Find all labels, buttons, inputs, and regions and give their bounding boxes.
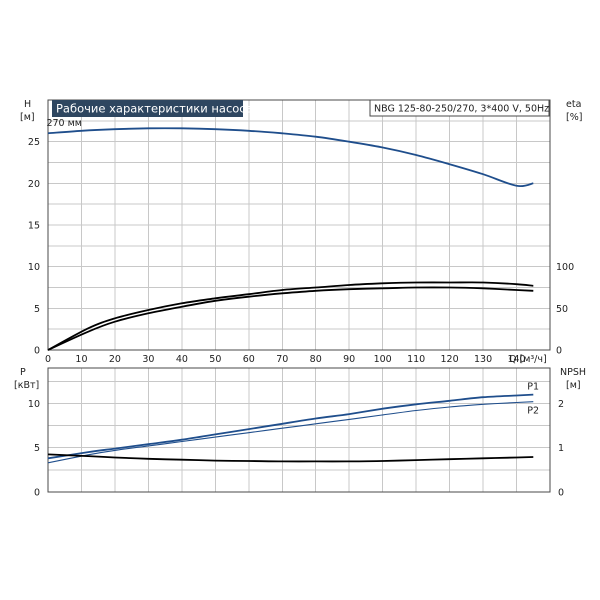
top-panel-frame bbox=[47, 99, 551, 351]
x-tick-label: 0 bbox=[45, 354, 51, 365]
y-right-label-top: eta bbox=[566, 99, 581, 110]
pump-model-box bbox=[369, 99, 550, 117]
y-left-tick-label: 10 bbox=[28, 262, 40, 273]
x-tick-label: 30 bbox=[142, 354, 154, 365]
y-left-tick-label: 15 bbox=[28, 221, 40, 232]
x-tick-label: 60 bbox=[243, 354, 255, 365]
power-curve-p2 bbox=[47, 401, 534, 464]
power-curve-label-p1: P1 bbox=[527, 382, 539, 393]
y-left-tick-label: 5 bbox=[34, 443, 40, 454]
chart-title-box bbox=[52, 100, 243, 117]
x-tick-label: 110 bbox=[407, 354, 425, 365]
y-left-tick-label: 0 bbox=[34, 346, 40, 357]
x-tick-label: 140 bbox=[507, 354, 525, 365]
y-right-tick-label: 50 bbox=[556, 304, 568, 315]
y-left-tick-label: 20 bbox=[28, 179, 40, 190]
efficiency-curve bbox=[47, 281, 534, 351]
y-right-tick-label: 100 bbox=[556, 262, 574, 273]
x-tick-label: 40 bbox=[176, 354, 188, 365]
y-left-tick-label: 5 bbox=[34, 304, 40, 315]
y-right-tick-label: 2 bbox=[558, 399, 564, 410]
y-left-tick-label: 0 bbox=[34, 488, 40, 499]
x-tick-label: 80 bbox=[310, 354, 322, 365]
series-labels: 270 мм P1 P2 bbox=[46, 118, 539, 417]
efficiency-curve bbox=[47, 286, 534, 351]
x-tick-label: 90 bbox=[343, 354, 355, 365]
x-tick-label: 100 bbox=[374, 354, 392, 365]
x-tick-label: 130 bbox=[474, 354, 492, 365]
npsh-curve bbox=[47, 453, 534, 463]
y-right-tick-label: 0 bbox=[558, 488, 564, 499]
y-left-tick-label: 10 bbox=[28, 399, 40, 410]
y-right-label-bottom: NPSH bbox=[560, 367, 586, 378]
power-curve-label-p2: P2 bbox=[527, 406, 539, 417]
top-panel-grid bbox=[48, 100, 550, 350]
chart-title: Рабочие характеристики насоса bbox=[56, 102, 253, 116]
y-right-unit-top: [%] bbox=[566, 112, 582, 123]
y-left-label-top: H bbox=[24, 99, 31, 110]
y-left-label-bottom: P bbox=[20, 367, 26, 378]
y-left-unit-bottom: [кВт] bbox=[14, 380, 39, 391]
x-tick-label: 50 bbox=[209, 354, 221, 365]
x-tick-label: 120 bbox=[441, 354, 459, 365]
bottom-panel-frame bbox=[47, 367, 551, 493]
head-curve bbox=[47, 127, 534, 188]
y-right-tick-label: 1 bbox=[558, 443, 564, 454]
y-left-unit-top: [м] bbox=[20, 112, 35, 123]
pump-model-label: NBG 125-80-250/270, 3*400 V, 50Hz bbox=[374, 104, 549, 115]
tick-labels: 0 10 20 30 40 50 60 70 80 90 100 110 120 130 140051015… bbox=[28, 137, 574, 498]
x-tick-label: 70 bbox=[276, 354, 288, 365]
x-tick-label: 10 bbox=[75, 354, 87, 365]
y-right-unit-bottom: [м] bbox=[566, 380, 581, 391]
y-left-tick-label: 25 bbox=[28, 137, 40, 148]
head-curve-label: 270 мм bbox=[46, 118, 82, 129]
x-tick-label: 20 bbox=[109, 354, 121, 365]
power-curve-p1 bbox=[47, 393, 534, 460]
x-axis-label: Q [м³/ч] bbox=[509, 354, 547, 365]
bottom-panel-grid bbox=[48, 368, 550, 492]
curves bbox=[47, 127, 534, 464]
y-right-tick-label: 0 bbox=[556, 346, 562, 357]
